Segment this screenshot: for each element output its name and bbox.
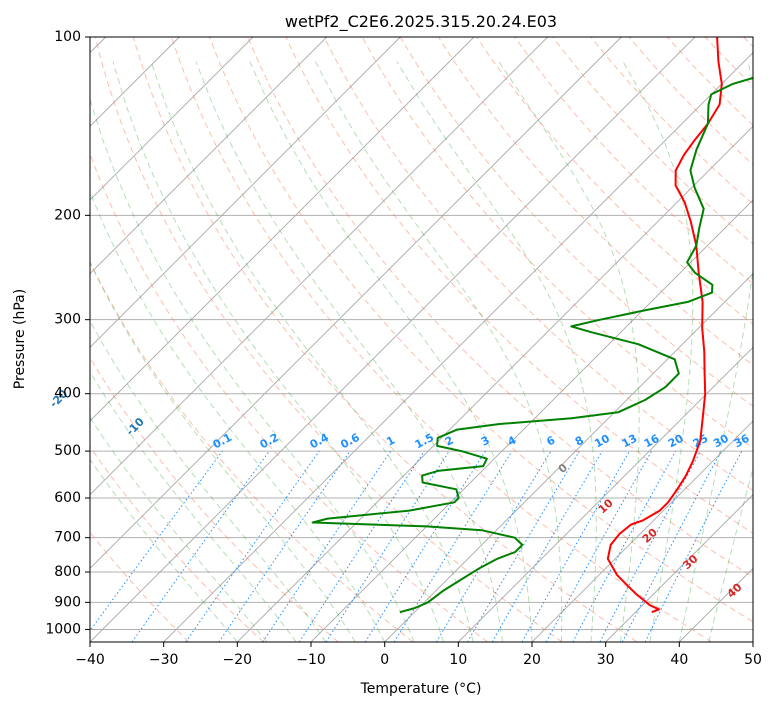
y-tick-label: 200 (54, 207, 81, 223)
moist-adiabat (396, 61, 597, 642)
moist-adiabat (90, 416, 268, 642)
dry-adiabat (94, 37, 563, 642)
moist-adiabat (249, 61, 533, 642)
isotherm-line (90, 37, 548, 496)
isotherm-line (237, 125, 753, 642)
dry-adiabat (90, 260, 414, 642)
y-tick-label: 700 (54, 530, 81, 546)
isotherm-line (90, 37, 622, 569)
isotherm-line (605, 494, 753, 642)
x-axis: −40 −30 −20 −10 0 10 20 30 40 50 (75, 642, 762, 668)
y-tick-label: 100 (54, 29, 81, 45)
x-tick-label: 0 (380, 652, 389, 668)
isotherm-line (90, 37, 254, 201)
moist-adiabat (90, 319, 327, 642)
mixing-ratio-line (185, 450, 320, 642)
moist-adiabat (314, 61, 563, 642)
isotherm-line (384, 273, 753, 642)
y-axis: 1000 900 800 700 600 500 400 300 200 100 (45, 29, 90, 637)
moist-adiabat (622, 61, 694, 642)
dry-adiabat (399, 37, 753, 407)
mixing-ratio-line (521, 450, 630, 642)
moist-adiabat (112, 61, 445, 642)
x-tick-label: −40 (75, 652, 105, 668)
isotherm-line (458, 346, 753, 642)
y-tick-label: 500 (54, 443, 81, 459)
isotherm-line (90, 37, 475, 422)
isotherm-line (90, 37, 327, 275)
x-tick-label: 40 (670, 652, 688, 668)
moist-adiabat (90, 370, 297, 642)
mixing-ratio-line (393, 450, 513, 642)
background-lines (90, 37, 753, 642)
moist-adiabat (708, 466, 753, 642)
dry-adiabat (132, 37, 638, 642)
isotherm-line (163, 52, 753, 642)
y-tick-label: 600 (54, 490, 81, 506)
y-tick-label: 1000 (45, 621, 81, 637)
x-axis-title: Temperature (°C) (360, 681, 482, 697)
x-tick-label: −20 (223, 652, 253, 668)
x-tick-label: 50 (744, 652, 762, 668)
moist-adiabat (90, 261, 356, 642)
y-tick-label: 900 (54, 594, 81, 610)
mixing-ratio-line (467, 450, 580, 642)
x-tick-label: 20 (523, 652, 541, 668)
isotherm-line (90, 37, 401, 348)
moist-adiabat (90, 458, 238, 642)
mixing-ratio-label: 16 (642, 432, 662, 451)
dry-adiabat (476, 37, 753, 325)
mixing-ratio-label: 30 (711, 432, 731, 451)
x-tick-label: −10 (296, 652, 326, 668)
dry-adiabat (361, 37, 753, 449)
x-tick-label: 10 (449, 652, 467, 668)
dry-adiabat (514, 37, 753, 285)
y-tick-label: 400 (54, 386, 81, 402)
mixing-ratio-line (435, 450, 552, 642)
mixing-ratio-line (572, 450, 677, 642)
isotherm-line (531, 420, 753, 642)
moist-adiabat (150, 61, 474, 642)
moist-adiabat (678, 61, 753, 642)
moist-adiabat (90, 190, 386, 642)
mixing-ratio-label: 10 (592, 432, 612, 451)
y-tick-label: 800 (54, 564, 81, 580)
mixing-ratio-line (218, 450, 351, 642)
y-tick-label: 300 (54, 312, 81, 328)
chart-title: wetPf2_C2E6.2025.315.20.24.E03 (285, 12, 557, 32)
dry-adiabat (247, 37, 753, 578)
plot-frame (89, 36, 754, 643)
dry-adiabat (628, 37, 753, 166)
dewpoint-profile (311, 76, 753, 614)
isotherm-line (90, 37, 696, 642)
temperature-profile (606, 37, 723, 614)
moist-adiabat (498, 61, 640, 642)
mixing-ratio-label: 13 (620, 432, 640, 451)
mixing-ratio-line (90, 450, 223, 632)
mixing-ratio-line (545, 450, 653, 642)
dry-adiabat (209, 37, 753, 623)
moist-adiabat (90, 96, 415, 642)
mixing-ratio-label: 36 (732, 432, 752, 451)
y-axis-title: Pressure (hPa) (12, 289, 28, 389)
x-tick-label: −30 (149, 652, 179, 668)
mixing-ratio-label: 20 (666, 432, 686, 451)
moist-adiabat (195, 61, 503, 642)
dry-adiabat (90, 446, 264, 642)
dry-adiabat (323, 37, 753, 491)
mixing-ratio-line (131, 450, 270, 642)
mixing-ratio-line (491, 450, 603, 642)
x-tick-label: 30 (597, 652, 615, 668)
profiles (311, 37, 753, 614)
mixing-ratio-line (364, 450, 486, 642)
